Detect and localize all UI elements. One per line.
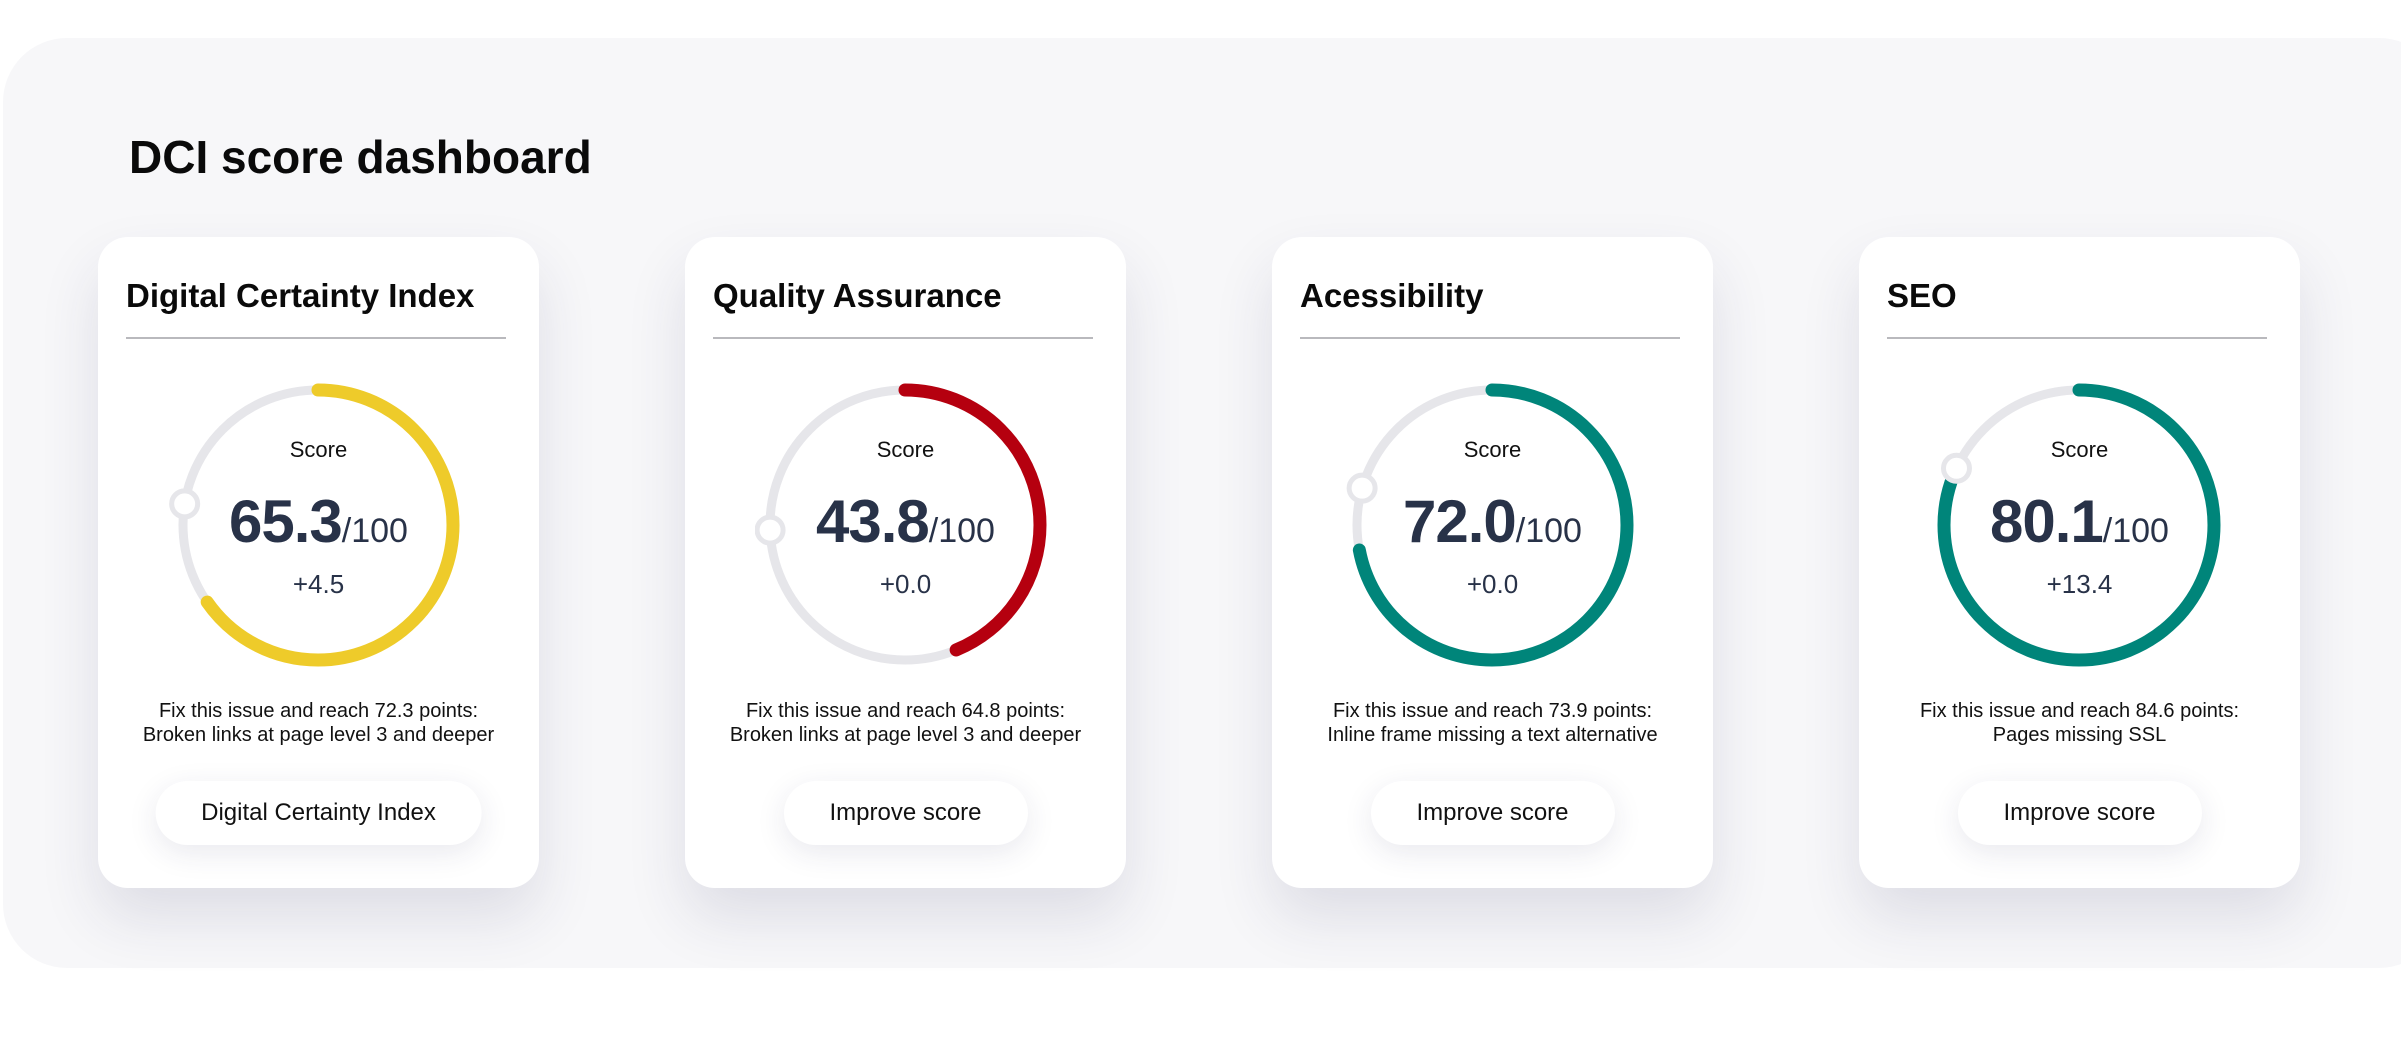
gauge-marker-handle: [169, 488, 201, 520]
card-title: Digital Certainty Index: [126, 277, 475, 314]
score-max: /100: [2102, 512, 2169, 550]
score-label: Score: [2050, 437, 2109, 462]
divider: [713, 337, 1093, 339]
divider: [1887, 337, 2267, 339]
fix-suggestion: Fix this issue and reach 73.9 points: In…: [1282, 699, 1703, 747]
fix-target: Fix this issue and reach 72.3 points:: [158, 700, 479, 722]
score-readout: 65.3/100: [98, 487, 539, 556]
score-value: 80.1: [1990, 488, 2104, 555]
card-title: Acessibility: [1300, 277, 1484, 314]
score-delta: +0.0: [879, 569, 932, 599]
score-gauge: [755, 383, 1047, 667]
gauge-progress-arc: [176, 383, 460, 667]
fix-suggestion: Fix this issue and reach 64.8 points: Br…: [695, 699, 1116, 747]
score-label: Score: [1463, 437, 1522, 462]
page-title: DCI score dashboard: [129, 131, 592, 183]
score-label: Score: [289, 437, 348, 462]
score-value: 72.0: [1403, 488, 1517, 555]
score-delta: +13.4: [2046, 569, 2113, 599]
score-delta: +0.0: [1466, 569, 1519, 599]
gauge-marker-handle: [755, 514, 786, 546]
score-card-seo: SEO Score 80.1/100 +13.4 Fix this issue …: [1859, 237, 2300, 888]
fix-target: Fix this issue and reach 73.9 points:: [1332, 700, 1653, 722]
score-max: /100: [341, 512, 408, 550]
fix-issue: Broken links at page level 3 and deeper: [142, 724, 495, 746]
fix-target: Fix this issue and reach 84.6 points:: [1919, 700, 2240, 722]
score-gauge: [1937, 383, 2221, 667]
divider: [1300, 337, 1680, 339]
gauge-progress-arc: [1937, 383, 2221, 667]
gauge-progress-arc: [1350, 383, 1634, 667]
score-card-dci: Digital Certainty Index Score 65.3/100 +…: [98, 237, 539, 888]
score-label: Score: [876, 437, 935, 462]
score-max: /100: [1515, 512, 1582, 550]
score-value: 43.8: [816, 488, 930, 555]
fix-issue: Inline frame missing a text alternative: [1327, 724, 1658, 746]
score-card-accessibility: Acessibility Score 72.0/100 +0.0 Fix thi…: [1272, 237, 1713, 888]
fix-issue: Broken links at page level 3 and deeper: [729, 724, 1082, 746]
score-readout: 80.1/100: [1859, 487, 2300, 556]
score-gauge: [1346, 383, 1634, 667]
score-card-quality-assurance: Quality Assurance Score 43.8/100 +0.0 Fi…: [685, 237, 1126, 888]
fix-suggestion: Fix this issue and reach 72.3 points: Br…: [108, 699, 529, 747]
improve-score-button[interactable]: Improve score: [1370, 781, 1615, 845]
gauge-progress-arc: [763, 383, 1047, 667]
score-value: 65.3: [229, 488, 343, 555]
score-readout: 72.0/100: [1272, 487, 1713, 556]
score-max: /100: [928, 512, 995, 550]
score-gauge: [169, 383, 460, 667]
improve-score-button[interactable]: Improve score: [783, 781, 1028, 845]
fix-suggestion: Fix this issue and reach 84.6 points: Pa…: [1869, 699, 2290, 747]
card-title: Quality Assurance: [713, 277, 1002, 314]
card-title: SEO: [1887, 277, 1957, 314]
dci-button[interactable]: Digital Certainty Index: [155, 781, 482, 845]
fix-target: Fix this issue and reach 64.8 points:: [745, 700, 1066, 722]
score-delta: +4.5: [292, 569, 345, 599]
gauge-marker-handle: [1940, 452, 1972, 484]
divider: [126, 337, 506, 339]
gauge-marker-handle: [1346, 472, 1378, 504]
improve-score-button[interactable]: Improve score: [1957, 781, 2202, 845]
fix-issue: Pages missing SSL: [1992, 724, 2167, 746]
score-readout: 43.8/100: [685, 487, 1126, 556]
